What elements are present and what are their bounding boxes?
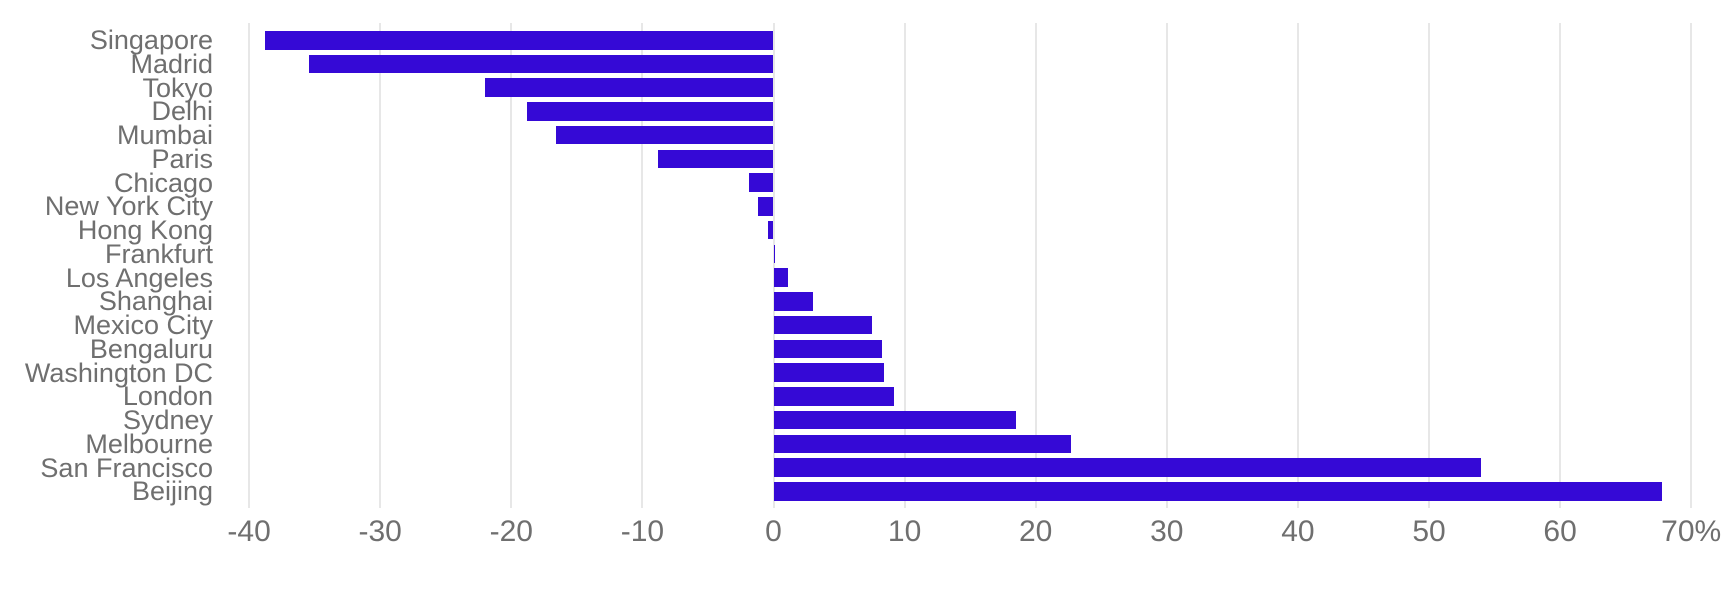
category-label-tokyo: Tokyo [142,72,213,103]
category-label-chicago: Chicago [113,167,213,198]
bar-beijing [773,482,1663,501]
gridline-30 [1165,23,1168,508]
bar-sydney [773,410,1017,430]
x-tick-label--10: -10 [620,515,665,548]
category-label-madrid: Madrid [130,48,213,79]
x-tick-label--30: -30 [358,515,402,548]
gridline-50 [1428,23,1430,508]
category-label-hong-kong: Hong Kong [77,215,213,246]
bar-washington-dc [773,363,884,382]
category-label-singapore: Singapore [89,25,213,56]
bar-frankfurt [773,244,775,264]
bar-bengaluru [773,339,883,359]
gridline-0 [772,23,775,508]
x-tick-label-70: 70% [1661,515,1722,548]
category-label-mexico-city: Mexico City [73,310,213,341]
bar-mexico-city [773,315,872,335]
x-tick-label-60: 60 [1543,515,1577,548]
x-tick-label--20: -20 [489,515,533,548]
x-tick-label-20: 20 [1019,515,1053,548]
category-label-los-angeles: Los Angeles [65,262,213,293]
gridline-40 [1296,23,1299,508]
bar-delhi [527,102,774,121]
bar-hong-kong [768,220,774,240]
x-tick-label-40: 40 [1281,515,1315,548]
bar-mumbai [555,125,774,145]
x-tick-label--40: -40 [227,515,271,548]
bar-london [773,387,895,406]
x-tick-label-50: 50 [1412,515,1446,548]
bar-madrid [309,54,774,74]
gridline--40 [248,23,251,508]
gridline--30 [379,23,382,508]
category-label-new-york-city: New York City [44,191,213,222]
category-label-bengaluru: Bengaluru [89,333,213,364]
category-label-washington-dc: Washington DC [24,357,213,388]
x-tick-label-30: 30 [1150,515,1184,548]
bar-san-francisco [773,458,1482,477]
category-label-mumbai: Mumbai [116,120,213,151]
category-label-shanghai: Shanghai [98,286,213,317]
category-label-beijing: Beijing [131,476,213,507]
category-label-melbourne: Melbourne [85,428,213,459]
gridline--20 [510,23,513,508]
bar-new-york-city [757,197,774,216]
bar-singapore [264,31,774,50]
gridline-20 [1034,23,1037,508]
bar-melbourne [773,434,1072,454]
x-tick-label-10: 10 [887,515,922,548]
bar-shanghai [773,292,813,311]
category-label-paris: Paris [151,143,213,174]
bar-tokyo [485,78,774,97]
gridline--10 [641,23,644,508]
bar-paris [658,149,774,169]
bar-chicago [748,173,774,192]
category-label-frankfurt: Frankfurt [104,238,213,269]
category-label-london: London [122,381,213,412]
category-label-sydney: Sydney [122,405,213,436]
category-label-delhi: Delhi [151,96,213,127]
category-label-san-francisco: San Francisco [40,452,213,483]
gridline-10 [903,23,906,508]
x-tick-label-0: 0 [765,515,782,548]
bar-los-angeles [773,268,788,287]
gridline-70 [1690,23,1693,508]
gridline-60 [1559,23,1562,508]
